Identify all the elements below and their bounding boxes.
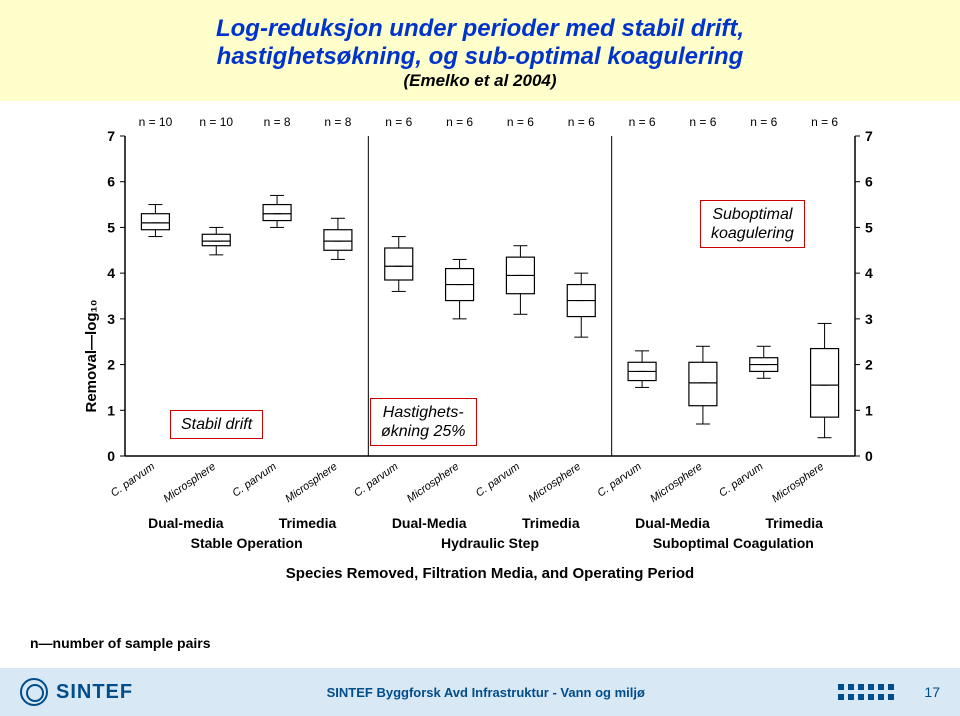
page-number: 17 [924,684,940,700]
svg-text:0: 0 [107,448,115,464]
svg-text:2: 2 [865,357,873,373]
svg-text:5: 5 [865,219,873,235]
svg-text:n = 6: n = 6 [568,115,595,129]
chart-svg: 0 0 1 1 2 2 3 3 4 4 5 5 6 6 7 7 n = 10 n = 10 n = 8 n = 8 n … [55,106,905,606]
svg-text:6: 6 [865,174,873,190]
footer-logo: SINTEF [20,678,133,706]
footer-dots-icon [838,684,894,700]
title-band: Log-reduksjon under perioder med stabil … [0,0,960,101]
svg-text:n = 6: n = 6 [629,115,656,129]
svg-text:3: 3 [107,311,115,327]
title-line1: Log-reduksjon under perioder med stabil … [30,15,930,43]
svg-text:Dual-Media: Dual-Media [392,515,467,531]
svg-text:C. parvum: C. parvum [352,461,400,500]
callout-stabil: Stabil drift [170,410,263,439]
svg-text:Trimedia: Trimedia [765,515,823,531]
svg-text:n = 6: n = 6 [446,115,473,129]
svg-text:n = 6: n = 6 [750,115,777,129]
svg-text:0: 0 [865,448,873,464]
svg-text:Microsphere: Microsphere [162,461,218,506]
n-legend: n—number of sample pairs [30,635,210,651]
svg-text:3: 3 [865,311,873,327]
footer-bar: SINTEF SINTEF Byggforsk Avd Infrastruktu… [0,668,960,716]
svg-text:4: 4 [865,265,873,281]
svg-text:n = 6: n = 6 [507,115,534,129]
svg-text:n = 10: n = 10 [199,115,233,129]
svg-text:Species Removed, Filtration Me: Species Removed, Filtration Media, and O… [286,565,694,582]
svg-text:Trimedia: Trimedia [522,515,580,531]
svg-text:Dual-Media: Dual-Media [635,515,710,531]
callout-suboptimal: Suboptimalkoagulering [700,200,805,248]
svg-text:n = 6: n = 6 [811,115,838,129]
callout-hastighet: Hastighets-økning 25% [370,398,477,446]
svg-text:C. parvum: C. parvum [474,461,522,500]
svg-text:7: 7 [865,128,873,144]
svg-text:n = 10: n = 10 [139,115,173,129]
svg-text:n = 8: n = 8 [264,115,291,129]
svg-text:Microsphere: Microsphere [648,461,704,506]
svg-text:Stable Operation: Stable Operation [191,535,303,551]
svg-text:n = 6: n = 6 [385,115,412,129]
svg-text:1: 1 [865,402,873,418]
svg-text:7: 7 [107,128,115,144]
svg-text:Trimedia: Trimedia [279,515,337,531]
svg-text:n = 8: n = 8 [324,115,351,129]
svg-text:Suboptimal Coagulation: Suboptimal Coagulation [653,535,814,551]
svg-text:4: 4 [107,265,115,281]
svg-text:6: 6 [107,174,115,190]
title-sub: (Emelko et al 2004) [30,71,930,91]
svg-text:C. parvum: C. parvum [717,461,765,500]
footer-midtext: SINTEF Byggforsk Avd Infrastruktur - Van… [133,685,838,700]
svg-text:n = 6: n = 6 [689,115,716,129]
svg-text:1: 1 [107,402,115,418]
title-line2: hastighetsøkning, og sub-optimal koagule… [30,43,930,71]
sintef-logo-icon [20,678,48,706]
svg-text:Microsphere: Microsphere [283,461,339,506]
svg-text:Microsphere: Microsphere [770,461,826,506]
svg-text:Microsphere: Microsphere [405,461,461,506]
svg-text:Dual-media: Dual-media [148,515,224,531]
boxplot-chart: Removal—log₁₀ 0011223344556677n = 10n = … [55,106,905,606]
svg-text:C. parvum: C. parvum [595,461,643,500]
svg-text:Hydraulic Step: Hydraulic Step [441,535,539,551]
svg-text:C. parvum: C. parvum [230,461,278,500]
footer-logo-text: SINTEF [56,681,133,704]
svg-text:C. parvum: C. parvum [109,461,157,500]
svg-text:2: 2 [107,357,115,373]
svg-text:Microsphere: Microsphere [527,461,583,506]
svg-text:5: 5 [107,219,115,235]
